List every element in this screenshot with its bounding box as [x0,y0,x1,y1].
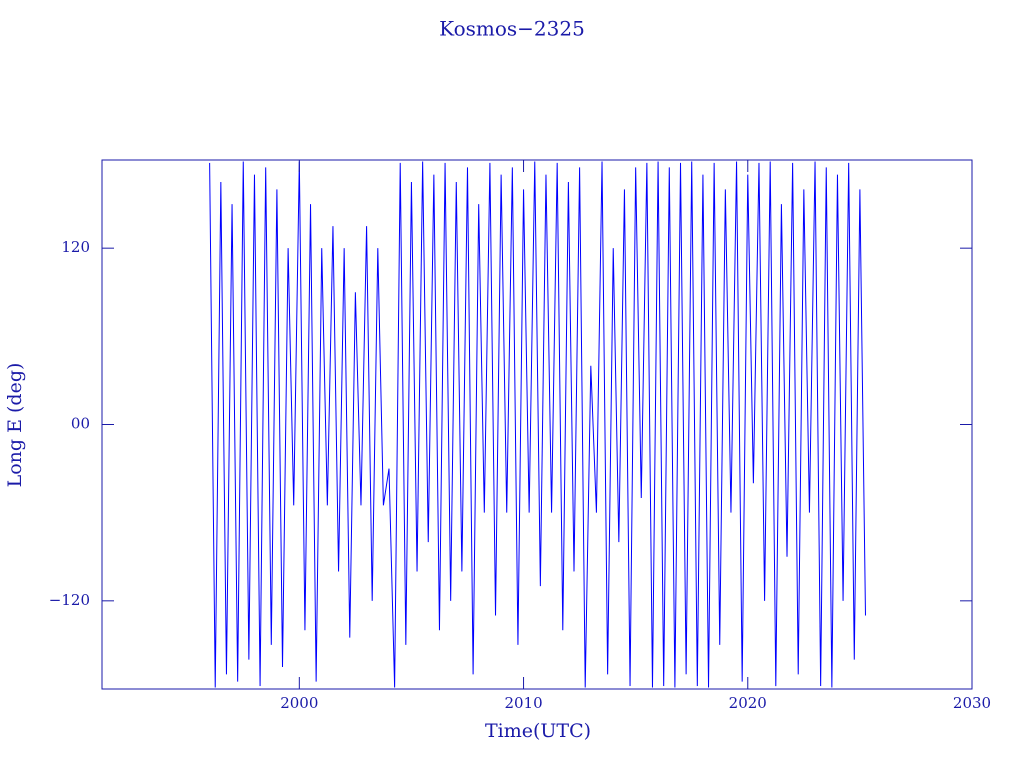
y-axis-label: Long E (deg) [4,363,26,488]
x-tick-label: 2030 [953,694,991,712]
y-tick-label: 00 [71,415,90,433]
x-axis-label: Time(UTC) [485,720,591,742]
chart-title: Kosmos−2325 [439,17,585,41]
data-line [209,161,866,688]
y-tick-label: −120 [49,591,90,609]
x-tick-label: 2000 [280,694,318,712]
y-tick-label: 120 [61,238,90,256]
x-tick-label: 2020 [729,694,767,712]
x-tick-label: 2010 [504,694,542,712]
